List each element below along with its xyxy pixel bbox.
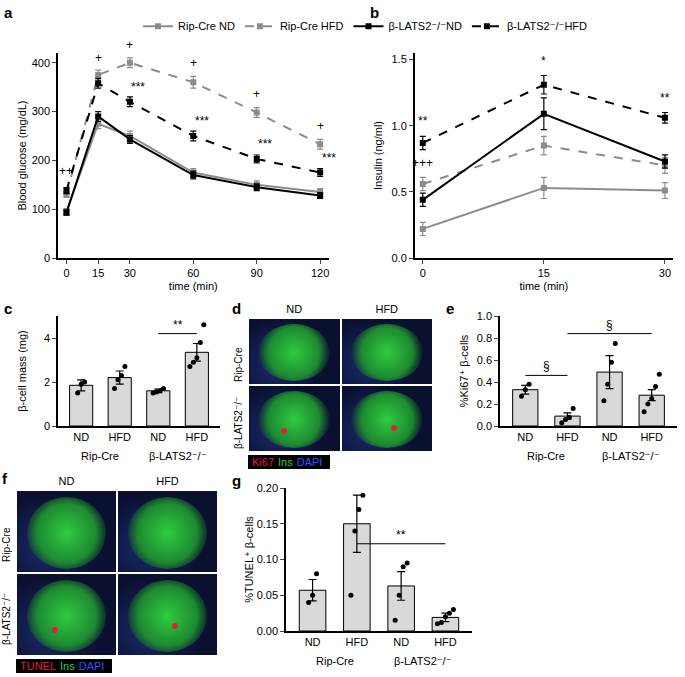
- html-text:d: d: [232, 300, 242, 317]
- svg-text:0: 0: [44, 420, 50, 432]
- html-text:ND: ND: [286, 303, 303, 315]
- svg-text:time (min): time (min): [169, 280, 218, 292]
- svg-text:β-LATS2⁻/⁻ND: β-LATS2⁻/⁻ND: [389, 20, 462, 32]
- svg-text:0.10: 0.10: [257, 553, 278, 565]
- svg-text:HFD: HFD: [434, 636, 457, 648]
- svg-text:**: **: [396, 528, 406, 542]
- svg-text:0.2: 0.2: [477, 398, 492, 410]
- svg-text:200: 200: [32, 154, 50, 166]
- svg-text:***: ***: [131, 80, 145, 94]
- svg-text:4: 4: [44, 332, 50, 344]
- svg-text:60: 60: [187, 267, 199, 279]
- svg-text:15: 15: [538, 267, 550, 279]
- svg-text:+++: +++: [412, 156, 433, 170]
- svg-text:**: **: [418, 114, 428, 128]
- html-text:b: b: [370, 4, 380, 21]
- svg-text:400: 400: [32, 57, 50, 69]
- svg-text:90: 90: [251, 267, 263, 279]
- svg-text:Rip-Cre HFD: Rip-Cre HFD: [280, 20, 344, 32]
- svg-text:0.4: 0.4: [477, 376, 492, 388]
- svg-text:ND: ND: [602, 431, 618, 443]
- svg-text:30: 30: [124, 267, 136, 279]
- svg-text:***: ***: [195, 114, 209, 128]
- svg-text:0.8: 0.8: [477, 332, 492, 344]
- svg-text:+: +: [317, 119, 324, 133]
- svg-text:0.05: 0.05: [257, 589, 278, 601]
- svg-text:+: +: [190, 56, 197, 70]
- svg-text:Rip-Cre: Rip-Cre: [316, 655, 354, 667]
- svg-text:0: 0: [63, 267, 69, 279]
- svg-text:ND: ND: [393, 636, 409, 648]
- svg-text:+: +: [95, 51, 102, 65]
- svg-text:Rip-Cre ND: Rip-Cre ND: [178, 20, 235, 32]
- svg-text:Rip-Cre: Rip-Cre: [527, 450, 565, 462]
- html-text:f: f: [2, 470, 7, 487]
- html-text:ND: ND: [58, 475, 75, 487]
- svg-text:HFD: HFD: [556, 431, 579, 443]
- svg-text:§: §: [606, 318, 613, 332]
- html-text:c: c: [4, 300, 13, 317]
- svg-text:*: *: [541, 54, 546, 68]
- svg-text:30: 30: [659, 267, 671, 279]
- svg-text:Insulin (ng/ml): Insulin (ng/ml): [372, 121, 384, 190]
- html-text:β-LATS2⁻/⁻: β-LATS2⁻/⁻: [1, 592, 12, 645]
- svg-text:β-LATS2⁻/⁻: β-LATS2⁻/⁻: [602, 450, 660, 462]
- svg-text:1.5: 1.5: [391, 53, 406, 65]
- svg-text:100: 100: [32, 203, 50, 215]
- svg-text:ND: ND: [73, 431, 89, 443]
- svg-text:HFD: HFD: [640, 431, 663, 443]
- svg-text:β-cell mass (mg): β-cell mass (mg): [16, 330, 28, 412]
- html-text:Rip-Cre: Rip-Cre: [1, 527, 12, 562]
- svg-text:%TUNEL⁺ β-cells: %TUNEL⁺ β-cells: [243, 516, 255, 603]
- html-text:HFD: HFD: [375, 303, 398, 315]
- svg-text:**: **: [173, 318, 183, 332]
- html-text:a: a: [4, 4, 13, 21]
- svg-text:0.0: 0.0: [477, 420, 492, 432]
- svg-text:HFD: HFD: [346, 636, 369, 648]
- html-text:Rip-Cre: Rip-Cre: [233, 347, 244, 382]
- svg-text:Rip-Cre: Rip-Cre: [81, 450, 119, 462]
- svg-text:§: §: [543, 359, 550, 373]
- svg-text:ND: ND: [150, 431, 166, 443]
- html-text:e: e: [446, 300, 455, 317]
- svg-text:0: 0: [420, 267, 426, 279]
- svg-text:++: ++: [59, 164, 73, 178]
- svg-text:time (min): time (min): [519, 280, 568, 292]
- html-text:Ki67 Ins DAPI: Ki67 Ins DAPI: [252, 456, 323, 468]
- svg-text:***: ***: [322, 151, 336, 165]
- svg-text:0.0: 0.0: [391, 252, 406, 264]
- html-text:HFD: HFD: [156, 475, 179, 487]
- svg-text:1.0: 1.0: [391, 120, 406, 132]
- svg-text:0.00: 0.00: [257, 625, 278, 637]
- svg-text:+: +: [126, 38, 133, 52]
- svg-text:120: 120: [311, 267, 329, 279]
- svg-text:0.15: 0.15: [257, 518, 278, 530]
- svg-text:HFD: HFD: [186, 431, 209, 443]
- html-text:β-LATS2⁻/⁻: β-LATS2⁻/⁻: [233, 396, 244, 449]
- svg-text:β-LATS2⁻/⁻HFD: β-LATS2⁻/⁻HFD: [507, 20, 587, 32]
- svg-text:300: 300: [32, 105, 50, 117]
- svg-text:β-LATS2⁻/⁻: β-LATS2⁻/⁻: [149, 450, 207, 462]
- svg-text:ND: ND: [517, 431, 533, 443]
- svg-text:15: 15: [92, 267, 104, 279]
- svg-text:+: +: [253, 87, 260, 101]
- html-text:g: g: [232, 472, 242, 489]
- html-text:TUNEL Ins DAPI: TUNEL Ins DAPI: [20, 660, 105, 672]
- svg-text:***: ***: [258, 137, 272, 151]
- svg-text:Blood glucose (mg/dL): Blood glucose (mg/dL): [16, 100, 28, 210]
- svg-text:2: 2: [44, 376, 50, 388]
- svg-text:ND: ND: [305, 636, 321, 648]
- svg-text:%Ki67⁺ β-cells: %Ki67⁺ β-cells: [458, 334, 470, 407]
- svg-text:0.20: 0.20: [257, 482, 278, 494]
- svg-text:**: **: [660, 91, 670, 105]
- svg-text:0.6: 0.6: [477, 354, 492, 366]
- svg-text:β-LATS2⁻/⁻: β-LATS2⁻/⁻: [394, 655, 452, 667]
- svg-text:0: 0: [44, 252, 50, 264]
- svg-text:0.5: 0.5: [391, 186, 406, 198]
- svg-text:1.0: 1.0: [477, 310, 492, 322]
- svg-text:HFD: HFD: [108, 431, 131, 443]
